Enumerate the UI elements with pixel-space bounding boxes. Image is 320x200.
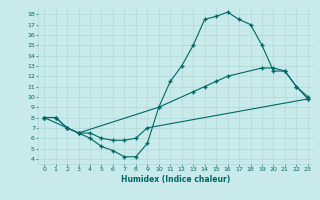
X-axis label: Humidex (Indice chaleur): Humidex (Indice chaleur) (121, 175, 231, 184)
